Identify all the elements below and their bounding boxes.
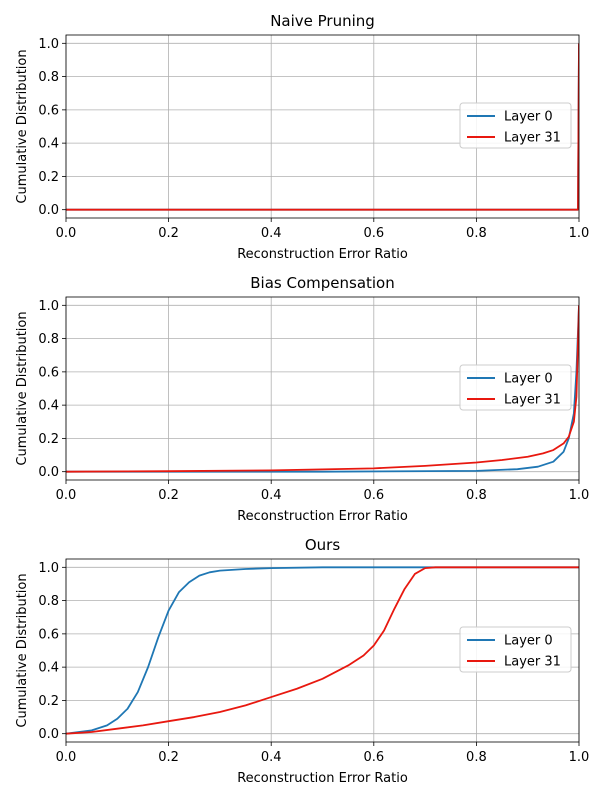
plot-frame xyxy=(65,296,580,481)
y-tick-label: 1.0 xyxy=(38,37,59,52)
y-tick-label: 0.4 xyxy=(38,399,59,414)
series-line xyxy=(66,305,579,473)
y-axis-label: Cumulative Distribution xyxy=(15,573,30,727)
chart-panel: Bias Compensation 0.0 0.2 0.4 0.6 0.8 1.0 0.0 0.… xyxy=(15,274,589,524)
x-tick-label: 0.0 xyxy=(56,750,77,765)
y-tick-label: 0.4 xyxy=(38,137,59,152)
x-tick-label: 0.4 xyxy=(261,488,282,503)
legend-label: Layer 31 xyxy=(504,131,561,146)
legend-label: Layer 0 xyxy=(504,372,553,387)
x-axis-label: Reconstruction Error Ratio xyxy=(237,509,408,524)
x-axis-label: Reconstruction Error Ratio xyxy=(237,771,408,786)
y-tick-label: 0.6 xyxy=(38,365,59,380)
series-line xyxy=(66,566,579,735)
x-tick-label: 0.8 xyxy=(466,226,487,241)
legend: Layer 0 Layer 31 xyxy=(459,626,572,673)
y-tick-label: 0.2 xyxy=(38,432,59,447)
y-tick-label: 0.0 xyxy=(38,727,59,742)
chart-panel: Naive Pruning 0.0 0.2 0.4 0.6 0.8 1.0 0.0 0.2 0.4… xyxy=(15,12,589,262)
y-tick-label: 0.6 xyxy=(38,627,59,642)
x-tick-label: 0.6 xyxy=(363,750,384,765)
y-tick-label: 0.8 xyxy=(38,594,59,609)
x-tick-label: 0.2 xyxy=(158,488,179,503)
plot-frame xyxy=(65,558,580,743)
legend-label: Layer 0 xyxy=(504,110,553,125)
x-tick-label: 0.6 xyxy=(363,488,384,503)
y-tick-label: 0.0 xyxy=(38,203,59,218)
y-tick-label: 0.8 xyxy=(38,70,59,85)
y-tick-label: 0.6 xyxy=(38,103,59,118)
x-tick-label: 0.0 xyxy=(56,488,77,503)
chart-title: Bias Compensation xyxy=(250,274,395,292)
x-tick-label: 0.0 xyxy=(56,226,77,241)
series-line xyxy=(66,305,579,473)
legend: Layer 0 Layer 31 xyxy=(459,364,572,411)
chart-panel: Ours 0.0 0.2 0.4 0.6 0.8 1.0 0.0 0.2 0.4 0.6 0.8 1.0… xyxy=(15,536,589,786)
x-tick-label: 0.8 xyxy=(466,750,487,765)
y-tick-label: 0.4 xyxy=(38,661,59,676)
x-tick-label: 0.6 xyxy=(363,226,384,241)
y-tick-label: 1.0 xyxy=(38,561,59,576)
y-tick-label: 0.2 xyxy=(38,170,59,185)
plot-frame xyxy=(65,34,580,219)
y-tick-label: 0.8 xyxy=(38,332,59,347)
x-tick-label: 0.2 xyxy=(158,226,179,241)
y-tick-label: 0.0 xyxy=(38,465,59,480)
series-line xyxy=(66,566,579,735)
series-group xyxy=(66,305,579,473)
x-tick-label: 0.4 xyxy=(261,226,282,241)
x-tick-label: 0.4 xyxy=(261,750,282,765)
legend-label: Layer 31 xyxy=(504,655,561,670)
chart-title: Naive Pruning xyxy=(270,12,375,30)
y-axis-label: Cumulative Distribution xyxy=(15,311,30,465)
y-tick-label: 0.2 xyxy=(38,694,59,709)
legend-label: Layer 31 xyxy=(504,393,561,408)
y-tick-label: 1.0 xyxy=(38,299,59,314)
x-tick-label: 1.0 xyxy=(569,750,590,765)
x-tick-label: 0.8 xyxy=(466,488,487,503)
legend: Layer 0 Layer 31 xyxy=(459,102,572,149)
x-tick-label: 0.2 xyxy=(158,750,179,765)
chart-title: Ours xyxy=(305,536,340,554)
x-tick-label: 1.0 xyxy=(569,226,590,241)
legend-label: Layer 0 xyxy=(504,634,553,649)
x-axis-label: Reconstruction Error Ratio xyxy=(237,247,408,262)
y-axis-label: Cumulative Distribution xyxy=(15,49,30,203)
x-tick-label: 1.0 xyxy=(569,488,590,503)
series-group xyxy=(66,566,579,735)
